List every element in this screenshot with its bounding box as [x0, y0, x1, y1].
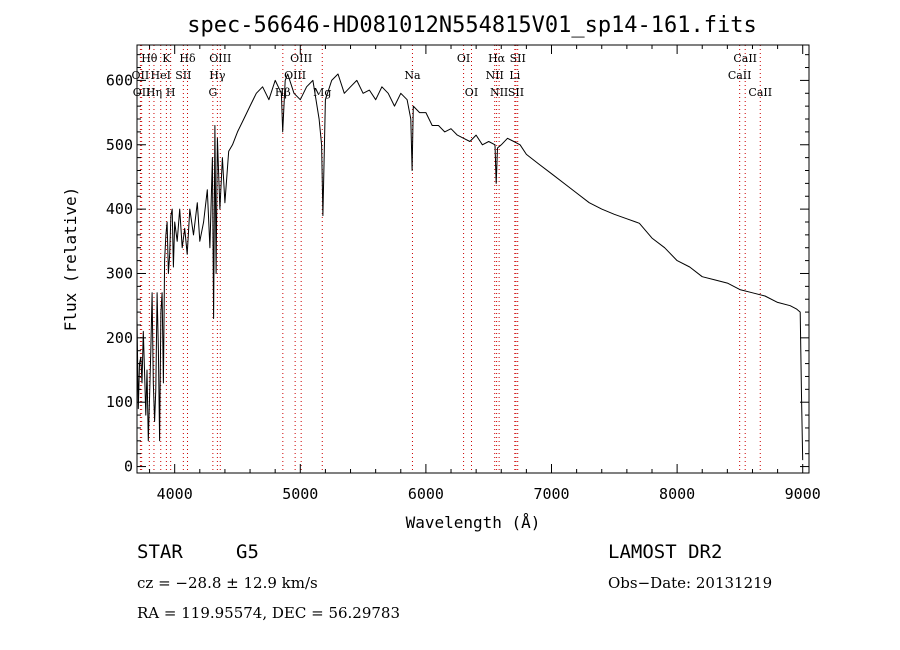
spectral-line-label: Hβ — [275, 86, 291, 99]
spectrum-series — [136, 73, 804, 461]
survey-name: LAMOST DR2 — [608, 541, 723, 563]
y-axis-title: Flux (relative) — [61, 187, 80, 332]
spectral-line-label: HeI — [151, 69, 171, 82]
object-subclass: G5 — [236, 541, 259, 563]
y-tick-label: 300 — [106, 264, 133, 282]
observation-date: Obs−Date: 20131219 — [608, 574, 773, 592]
spectral-line-label: Hγ — [209, 69, 226, 82]
y-axis: 0 100 200 300 400 500 600 — [106, 54, 809, 476]
plot-frame — [136, 44, 810, 474]
x-tick-label: 7000 — [533, 485, 569, 503]
y-tick-label: 200 — [106, 329, 133, 347]
x-tick-label: 8000 — [659, 485, 695, 503]
x-axis: 4000 5000 6000 7000 8000 9000 — [149, 45, 821, 503]
spectral-line-label: NII — [486, 69, 504, 82]
spectral-line-label: Na — [404, 69, 421, 82]
spectral-line-label: OII — [133, 86, 151, 99]
spectral-line-label: SII — [510, 52, 526, 65]
spectral-line-label: OIII — [290, 52, 312, 65]
spectral-line-labels: Hθ K Hδ OIII OIII OI Hα SII CaII OII HeI SII Hγ OIII N… — [132, 52, 773, 99]
x-tick-label: 4000 — [157, 485, 193, 503]
spectral-line-label: Hη — [146, 86, 162, 99]
x-tick-label: 9000 — [785, 485, 821, 503]
y-tick-label: 400 — [106, 200, 133, 218]
spectral-line-label: OIII — [209, 52, 231, 65]
x-tick-label: 5000 — [282, 485, 318, 503]
spectral-line-label: OI — [465, 86, 478, 99]
spectral-line-label: SII — [175, 69, 191, 82]
spectral-line-label: OI — [457, 52, 470, 65]
chart-title: spec-56646-HD081012N554815V01_sp14-161.f… — [187, 13, 757, 38]
spectral-line-label: K — [162, 52, 171, 65]
spectral-line-label: NII — [490, 86, 508, 99]
spectral-line-label: CaII — [733, 52, 757, 65]
spectral-line-label: Hδ — [179, 52, 196, 65]
y-tick-label: 600 — [106, 71, 133, 89]
redshift-value: cz = −28.8 ± 12.9 km/s — [137, 574, 318, 592]
spectral-line-label: G — [208, 86, 217, 99]
spectral-line-markers — [139, 45, 761, 473]
spectral-line-label: OII — [132, 69, 150, 82]
spectral-line-label: Li — [509, 69, 520, 82]
x-tick-label: 6000 — [408, 485, 444, 503]
spectral-line-label: OIII — [284, 69, 306, 82]
spectral-line-label: CaII — [728, 69, 752, 82]
spectral-line-label: SII — [508, 86, 524, 99]
y-tick-label: 100 — [106, 393, 133, 411]
spectral-line-label: Hθ — [141, 52, 158, 65]
y-tick-label: 0 — [124, 458, 133, 476]
spectral-line-label: Mg — [313, 86, 331, 99]
spectrum-line — [136, 73, 804, 461]
spectral-line-label: CaII — [748, 86, 772, 99]
spectral-line-label: Hα — [488, 52, 506, 65]
x-axis-title: Wavelength (Å) — [406, 513, 541, 532]
coordinates: RA = 119.95574, DEC = 56.29783 — [137, 604, 401, 622]
object-class: STAR — [137, 541, 183, 563]
spectral-line-label: H — [166, 86, 176, 99]
y-tick-label: 500 — [106, 136, 133, 154]
